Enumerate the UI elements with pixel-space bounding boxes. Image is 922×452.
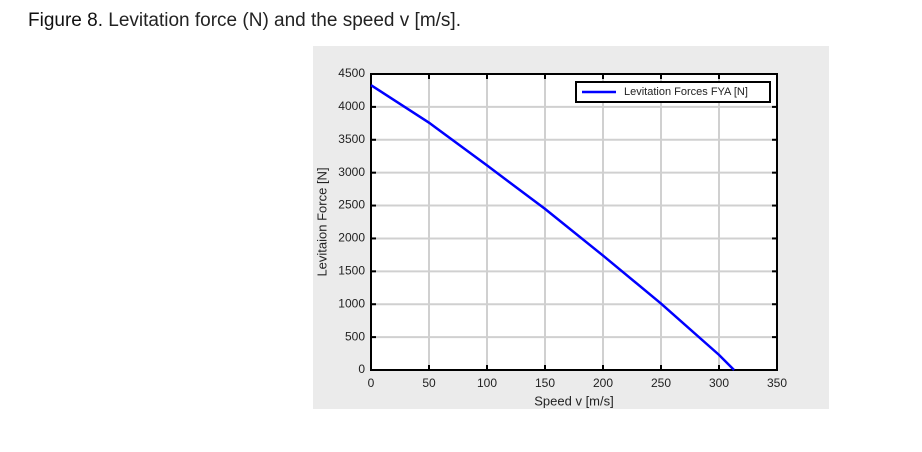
plot-border	[370, 73, 778, 371]
y-tick-label: 2500	[338, 198, 365, 212]
y-tick-label: 2000	[338, 231, 365, 245]
caption-label: Figure 8.	[28, 10, 103, 31]
plot-area	[371, 74, 777, 370]
y-tick-label: 0	[358, 362, 365, 376]
y-tick-label: 4000	[338, 99, 365, 113]
x-tick-label: 0	[368, 376, 375, 390]
y-tick-label: 3000	[338, 165, 365, 179]
x-tick-label: 250	[651, 376, 671, 390]
y-tick-label: 3500	[338, 132, 365, 146]
y-tick-label: 1000	[338, 296, 365, 310]
y-tick-label: 1500	[338, 264, 365, 278]
caption: Figure 8. Levitation force (N) and the s…	[28, 10, 461, 32]
caption-text: Levitation force (N) and the speed v [m/…	[108, 10, 461, 31]
y-tick-label: 4500	[338, 66, 365, 80]
x-tick-label: 50	[422, 376, 436, 390]
y-axis-label: Levitaion Force [N]	[314, 167, 329, 276]
x-tick-label: 300	[709, 376, 729, 390]
legend-label: Levitation Forces FYA [N]	[624, 86, 748, 98]
legend-box	[575, 81, 771, 103]
data-line	[370, 84, 735, 371]
x-tick-label: 350	[767, 376, 787, 390]
x-axis-label: Speed v [m/s]	[534, 393, 613, 408]
x-tick-label: 150	[535, 376, 555, 390]
x-tick-label: 100	[477, 376, 497, 390]
x-tick-label: 200	[593, 376, 613, 390]
y-tick-label: 500	[345, 329, 365, 343]
